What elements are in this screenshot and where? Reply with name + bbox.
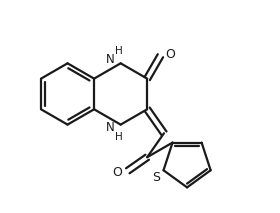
- Text: O: O: [165, 48, 175, 61]
- Text: N: N: [106, 53, 115, 66]
- Text: N: N: [106, 121, 115, 134]
- Text: H: H: [115, 132, 123, 142]
- Text: O: O: [112, 166, 122, 179]
- Text: S: S: [152, 171, 160, 184]
- Text: H: H: [115, 46, 123, 56]
